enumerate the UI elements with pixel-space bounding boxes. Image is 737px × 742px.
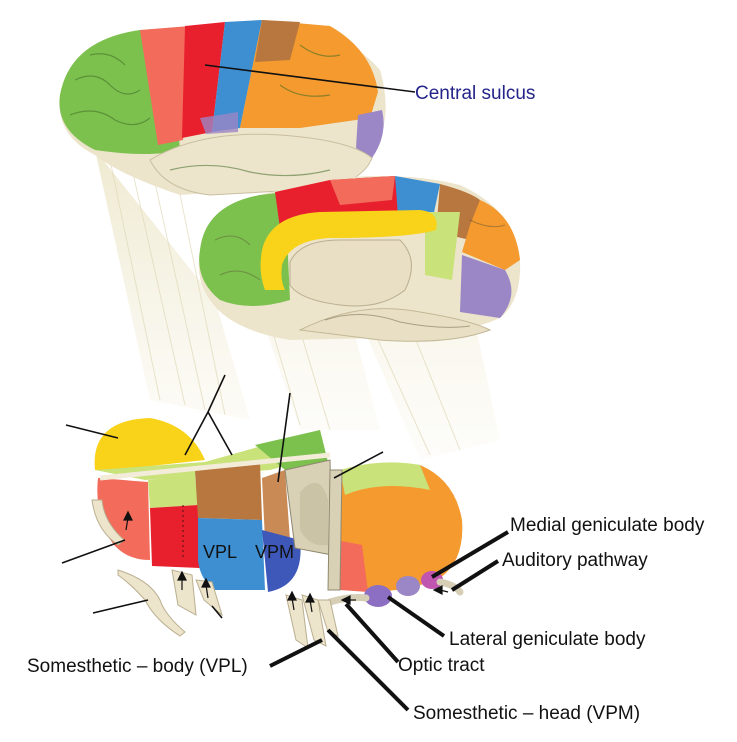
leader-lines: [61, 64, 510, 712]
label-lateral-geniculate-body: Lateral geniculate body: [449, 629, 646, 650]
label-vpl: VPL: [203, 542, 238, 562]
label-vpm: VPM: [255, 542, 295, 562]
label-medial-geniculate-body: Medial geniculate body: [510, 515, 705, 536]
thalamus-posterior: [327, 462, 463, 592]
label-optic-tract: Optic tract: [398, 655, 485, 676]
medial-cortex: [198, 176, 521, 342]
label-somesthetic-body: Somesthetic – body (VPL): [27, 656, 248, 677]
label-central-sulcus: Central sulcus: [415, 83, 536, 104]
lateral-cortex: [59, 20, 386, 196]
label-somesthetic-head: Somesthetic – head (VPM): [413, 703, 641, 724]
ascending-tracts: [91, 499, 449, 650]
geniculate-bodies: [326, 571, 464, 607]
label-auditory-pathway: Auditory pathway: [502, 550, 648, 571]
thalamus-anterior: [94, 418, 333, 592]
